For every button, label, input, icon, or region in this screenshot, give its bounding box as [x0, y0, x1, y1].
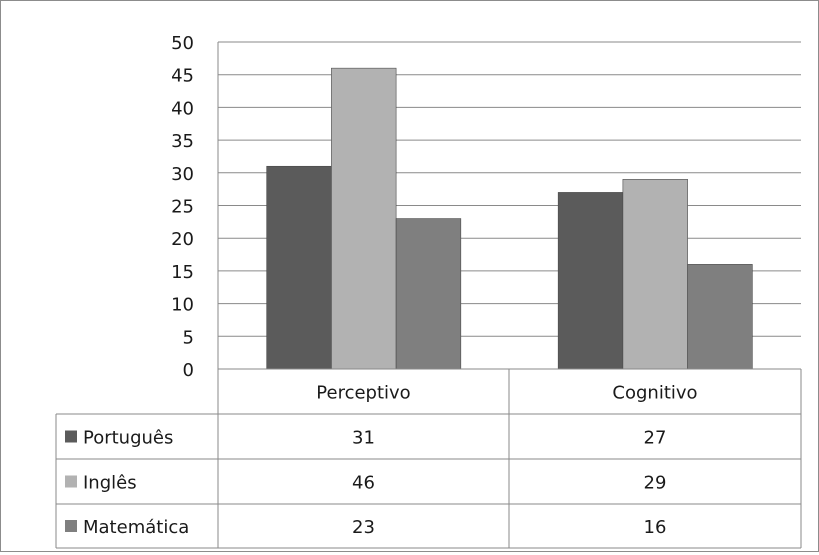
bar — [687, 264, 753, 370]
y-tick-label: 25 — [171, 197, 194, 218]
legend-swatch — [65, 430, 77, 443]
category-label: Perceptivo — [316, 383, 410, 404]
legend-label: Matemática — [83, 517, 189, 538]
y-tick-label: 10 — [171, 295, 194, 316]
y-tick-label: 20 — [171, 229, 194, 250]
legend-swatch — [65, 520, 77, 532]
y-tick-label: 50 — [171, 33, 194, 54]
y-tick-label: 15 — [171, 262, 194, 283]
data-table-value: 31 — [352, 428, 375, 449]
bar — [266, 165, 332, 370]
y-tick-label: 0 — [183, 360, 194, 381]
bar — [331, 67, 397, 370]
category-label: Cognitivo — [612, 383, 697, 404]
data-table-value: 23 — [352, 517, 375, 538]
bar — [557, 192, 624, 370]
bar — [622, 179, 688, 370]
y-tick-label: 5 — [183, 327, 194, 348]
y-tick-label: 30 — [171, 164, 194, 185]
data-table-value: 16 — [644, 517, 667, 538]
legend-label: Português — [83, 428, 173, 449]
data-table-value: 29 — [644, 473, 667, 494]
data-table-value: 27 — [644, 428, 667, 449]
legend-label: Inglês — [83, 473, 137, 494]
y-tick-label: 35 — [171, 131, 194, 152]
y-tick-label: 40 — [171, 98, 194, 119]
y-tick-label: 45 — [171, 66, 194, 87]
bar — [395, 218, 462, 370]
legend-swatch — [65, 475, 77, 488]
data-table-value: 46 — [352, 473, 375, 494]
